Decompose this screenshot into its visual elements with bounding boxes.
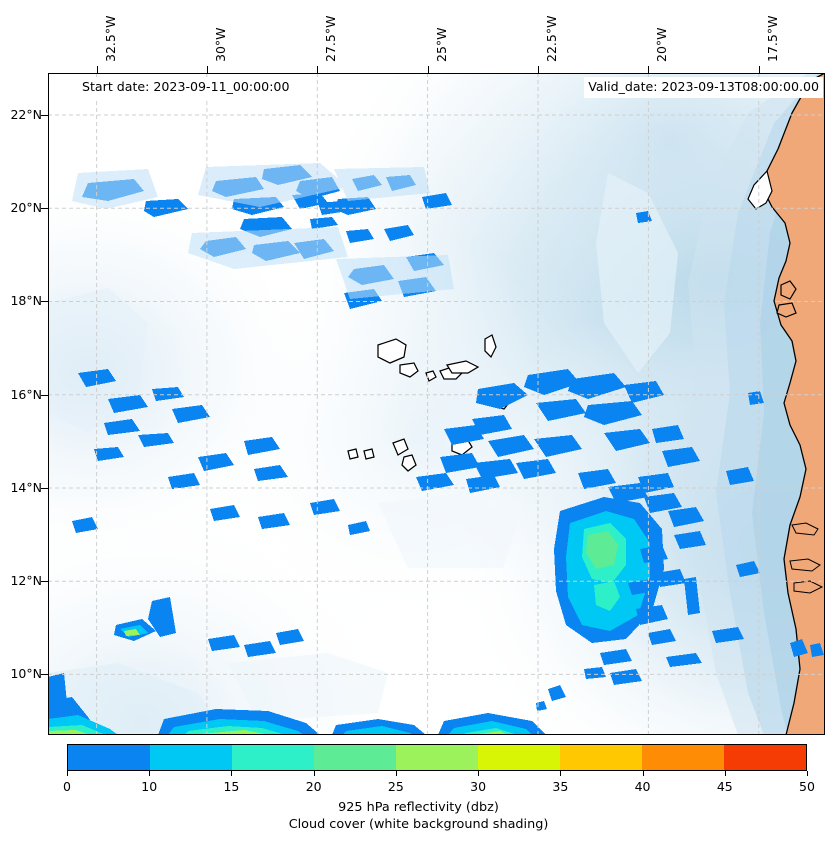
colorbar-tick-mark xyxy=(231,771,233,776)
colorbar-tick-mark xyxy=(149,771,151,776)
colorbar-tick-label: 50 xyxy=(799,779,815,794)
colorbar-band-7 xyxy=(642,745,724,770)
tropical-cyclone-cell xyxy=(554,497,664,643)
colorbar-tick-label: 30 xyxy=(470,779,487,794)
lat-tick-mark xyxy=(41,301,48,303)
lon-tick-mark xyxy=(317,66,319,73)
colorbar-tick-label: 40 xyxy=(634,779,651,794)
lat-tick-label: 14°N xyxy=(10,479,42,495)
map-plot-area[interactable] xyxy=(48,73,825,735)
colorbar-tick-label: 25 xyxy=(387,779,404,794)
lat-tick-label: 18°N xyxy=(10,293,42,309)
colorbar-tick-mark xyxy=(807,771,808,776)
valid-date-annotation: Valid_date: 2023-09-13T08:00:00.00 xyxy=(584,77,823,98)
lat-tick-label: 22°N xyxy=(10,106,42,122)
colorbar-tick-mark xyxy=(67,771,68,776)
colorbar-tick-label: 35 xyxy=(552,779,569,794)
lon-tick-mark xyxy=(427,66,429,73)
lon-tick-label: 27.5°W xyxy=(323,15,339,62)
colorbar-tick-label: 0 xyxy=(63,779,71,794)
lon-tick-mark xyxy=(96,66,98,73)
lon-tick-label: 17.5°W xyxy=(764,15,780,62)
itcz-band xyxy=(48,673,566,735)
lat-tick-label: 10°N xyxy=(10,666,42,682)
lon-tick-label: 25°W xyxy=(433,27,449,62)
colorbar-tick-label: 15 xyxy=(223,779,240,794)
colorbar[interactable] xyxy=(67,744,807,771)
lat-tick-label: 20°N xyxy=(10,200,42,216)
reflectivity-field xyxy=(48,163,824,735)
map-layers xyxy=(48,73,825,735)
colorbar-tick-label: 45 xyxy=(716,779,733,794)
colorbar-tick-mark xyxy=(313,771,315,776)
lon-tick-label: 30°W xyxy=(212,27,228,62)
start-date-annotation: Start date: 2023-09-11_00:00:00 xyxy=(78,77,294,98)
lon-tick-mark xyxy=(758,66,760,73)
lon-tick-label: 20°W xyxy=(654,27,670,62)
colorbar-band-4 xyxy=(396,745,478,770)
colorbar-band-5 xyxy=(478,745,560,770)
land-africa xyxy=(747,73,825,735)
lon-tick-label: 32.5°W xyxy=(102,15,118,62)
colorbar-band-0 xyxy=(68,745,150,770)
colorbar-band-6 xyxy=(560,745,642,770)
lat-tick-mark xyxy=(41,394,48,396)
colorbar-title: 925 hPa reflectivity (dbz) xyxy=(338,800,499,815)
lon-tick-label: 22.5°W xyxy=(544,15,560,62)
colorbar-tick-label: 20 xyxy=(305,779,322,794)
lat-tick-mark xyxy=(41,114,48,116)
colorbar-band-3 xyxy=(314,745,396,770)
lat-tick-label: 12°N xyxy=(10,573,42,589)
lon-tick-mark xyxy=(648,66,650,73)
lat-tick-mark xyxy=(41,487,48,489)
colorbar-band-8 xyxy=(724,745,806,770)
colorbar-tick-label: 10 xyxy=(141,779,158,794)
colorbar-subtitle: Cloud cover (white background shading) xyxy=(288,817,549,832)
lat-tick-mark xyxy=(41,208,48,210)
lat-tick-label: 16°N xyxy=(10,386,42,402)
lon-tick-mark xyxy=(538,66,540,73)
map-gridlines xyxy=(48,73,825,735)
colorbar-tick-mark xyxy=(478,771,480,776)
colorbar-tick-mark xyxy=(395,771,397,776)
lat-tick-mark xyxy=(41,674,48,676)
colorbar-tick-mark xyxy=(642,771,644,776)
colorbar-band-2 xyxy=(232,745,314,770)
lat-tick-mark xyxy=(41,581,48,583)
colorbar-band-1 xyxy=(150,745,232,770)
colorbar-tick-mark xyxy=(560,771,562,776)
colorbar-tick-mark xyxy=(724,771,726,776)
lon-tick-mark xyxy=(206,66,208,73)
